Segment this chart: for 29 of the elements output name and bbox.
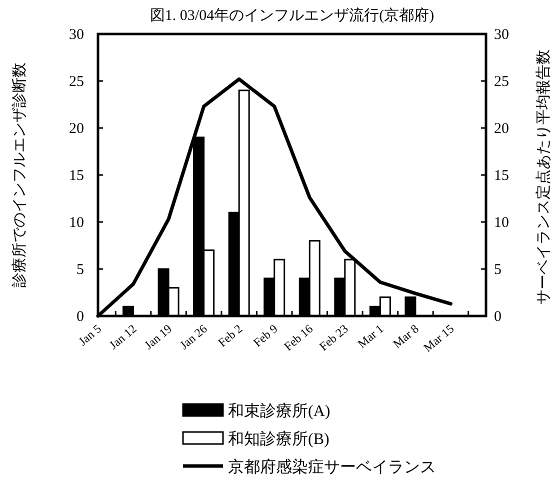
legend-label: 京都府感染症サーベイランス bbox=[228, 458, 436, 476]
y2-tick-label: 10 bbox=[494, 215, 509, 231]
x-tick-label: Mar 8 bbox=[390, 322, 422, 351]
x-tick-label: Feb 23 bbox=[316, 322, 351, 354]
legend-label: 和束診療所(A) bbox=[228, 402, 330, 420]
y-tick-label: 25 bbox=[69, 74, 84, 90]
y-tick-label: 10 bbox=[69, 215, 84, 231]
y2-tick-label: 0 bbox=[494, 309, 502, 325]
x-tick-label: Jan 12 bbox=[106, 322, 140, 352]
x-tick-label: Mar 1 bbox=[354, 322, 386, 351]
x-tick-label: Feb 9 bbox=[250, 322, 280, 350]
chart-title: 図1. 03/04年のインフルエンザ流行(京都府) bbox=[150, 7, 434, 24]
y2-axis-title: サーベイランス定点あたり平均報告数 bbox=[535, 50, 552, 304]
legend-label: 和知診療所(B) bbox=[228, 430, 330, 448]
y2-tick-label: 15 bbox=[494, 168, 509, 184]
y-tick-label: 15 bbox=[69, 168, 84, 184]
y2-tick-label: 25 bbox=[494, 74, 509, 90]
y2-tick-label: 20 bbox=[494, 121, 509, 137]
y-tick-label: 20 bbox=[69, 121, 84, 137]
y-axis-title: 診療所でのインフルエンザ診断数 bbox=[11, 62, 28, 288]
y2-tick-label: 30 bbox=[494, 27, 509, 43]
y-tick-label: 5 bbox=[76, 262, 84, 278]
x-tick-label: Feb 2 bbox=[215, 322, 246, 350]
x-tick-label: Jan 19 bbox=[142, 322, 174, 352]
y2-tick-label: 5 bbox=[494, 262, 502, 278]
x-tick-label: Feb 16 bbox=[281, 322, 316, 354]
x-tick-label: Mar 15 bbox=[420, 322, 457, 355]
x-tick-label: Jan 26 bbox=[177, 322, 210, 352]
y-tick-label: 30 bbox=[69, 27, 84, 43]
